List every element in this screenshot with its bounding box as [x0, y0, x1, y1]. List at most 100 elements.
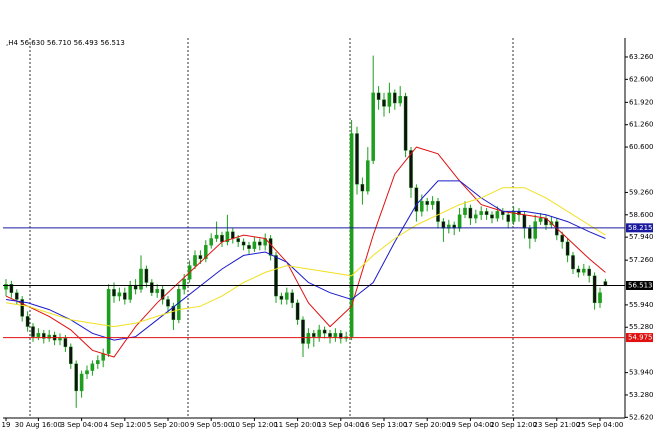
candle-body: [74, 363, 78, 392]
candle-body: [214, 234, 219, 239]
y-tick-label: 61.920: [629, 98, 654, 106]
y-tick-label: 59.260: [629, 188, 654, 196]
candle-body: [144, 268, 149, 283]
candle-body: [9, 284, 14, 293]
x-tick-label: 9 Sep 05:00: [190, 421, 232, 429]
candle-body: [484, 211, 489, 215]
x-tick-label: 10 Sep 12:00: [231, 421, 278, 429]
candle-body: [101, 353, 105, 361]
candle-body: [565, 241, 570, 256]
candle-body: [139, 268, 143, 290]
candle-body: [95, 360, 100, 365]
candle-body: [14, 292, 19, 300]
candle-body: [112, 289, 116, 297]
candle-body: [171, 306, 176, 320]
candle-body: [463, 207, 467, 215]
candle-body: [506, 214, 511, 222]
candle-body: [414, 187, 419, 212]
candle-body: [149, 282, 154, 293]
candle-body: [355, 133, 359, 185]
candle-body: [220, 234, 224, 243]
candle-body: [393, 92, 397, 104]
candle-body: [209, 238, 214, 246]
price-label-box: [626, 333, 653, 343]
candle-body: [376, 92, 381, 100]
x-tick-label: 25 Sep 04:00: [577, 421, 624, 429]
candle-body: [387, 92, 392, 107]
y-tick-label: 63.260: [629, 53, 654, 61]
candle-body: [441, 221, 446, 229]
moving-average-line: [5, 146, 606, 358]
x-tick-label: 3 Sep 04:00: [60, 421, 102, 429]
candle-body: [182, 278, 187, 290]
candle-body: [533, 221, 537, 239]
candle-body: [587, 268, 591, 276]
candle-body: [274, 255, 278, 297]
candle-body: [155, 289, 160, 293]
y-tick-label: 61.260: [629, 121, 654, 129]
candle-body: [582, 268, 586, 273]
moving-average-line: [5, 187, 606, 328]
candle-body: [420, 201, 424, 212]
candle-body: [371, 92, 376, 161]
candle-body: [290, 292, 295, 304]
price-label: 54.975: [628, 334, 653, 342]
candle-body: [430, 201, 435, 205]
candle-body: [560, 234, 564, 243]
candle-body: [42, 333, 46, 339]
candle-body: [317, 329, 322, 337]
candle-body: [230, 231, 235, 239]
y-tick-label: 62.600: [629, 75, 654, 83]
candle-body: [203, 245, 208, 260]
candle-body: [360, 184, 365, 192]
x-tick-label: 4 Sep 12:00: [104, 421, 146, 429]
candle-body: [571, 255, 575, 270]
price-label: 58.215: [628, 224, 653, 232]
candle-body: [258, 241, 262, 246]
price-label-box: [626, 223, 653, 233]
candle-body: [63, 338, 68, 348]
candle-body: [349, 133, 354, 337]
candle-body: [592, 275, 597, 304]
candle-body: [398, 96, 403, 104]
candle-body: [452, 224, 457, 229]
candle-body: [166, 299, 170, 307]
candle-body: [425, 201, 430, 205]
x-tick-label: 11 Sep 20:00: [274, 421, 321, 429]
x-tick-label: 30 Aug 16:00: [15, 421, 62, 429]
y-tick-label: 53.940: [629, 369, 654, 377]
candle-body: [47, 334, 51, 339]
candle-body: [117, 292, 122, 297]
candle-body: [479, 211, 484, 215]
candle-body: [333, 333, 338, 337]
candle-body: [538, 217, 543, 222]
candle-body: [490, 214, 494, 219]
candle-body: [68, 346, 73, 365]
candle-body: [25, 316, 30, 327]
candle-body: [474, 214, 478, 219]
candle-body: [295, 302, 300, 320]
y-tick-label: 58.600: [629, 211, 654, 219]
y-tick-label: 57.940: [629, 233, 654, 241]
candle-body: [603, 281, 608, 286]
candle-body: [576, 268, 581, 273]
y-tick-label: 60.600: [629, 143, 654, 151]
candle-body: [241, 241, 246, 246]
y-tick-label: 57.260: [629, 256, 654, 264]
y-tick-label: 53.280: [629, 391, 654, 399]
price-label-box: [626, 280, 653, 290]
candle-body: [128, 285, 133, 300]
candle-body: [198, 255, 203, 260]
x-tick-label: 5 Sep 20:00: [147, 421, 189, 429]
x-tick-label: 23 Sep 21:00: [533, 421, 580, 429]
candle-body: [468, 207, 473, 219]
x-tick-label: 19 Sep 04:00: [447, 421, 494, 429]
candle-body: [436, 201, 440, 222]
candle-body: [122, 292, 127, 300]
candle-body: [301, 319, 305, 344]
candle-body: [279, 295, 284, 300]
candle-body: [312, 333, 316, 337]
candle-body: [133, 285, 138, 290]
candle-body: [522, 214, 527, 229]
